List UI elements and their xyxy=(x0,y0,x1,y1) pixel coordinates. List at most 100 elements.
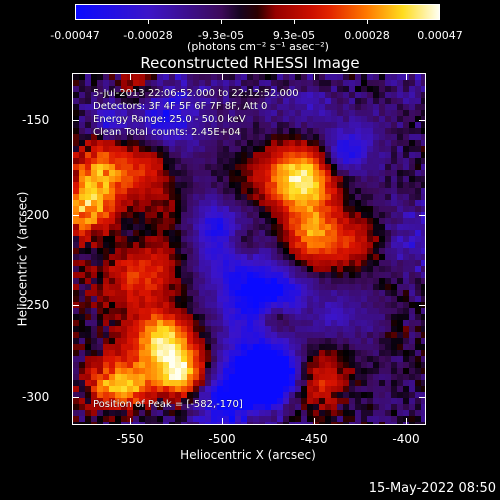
image-pixel xyxy=(205,170,211,176)
image-pixel xyxy=(181,164,187,170)
image-pixel xyxy=(217,404,223,410)
image-pixel xyxy=(139,200,145,206)
image-pixel xyxy=(403,302,409,308)
image-pixel xyxy=(373,338,379,344)
image-pixel xyxy=(301,386,307,392)
image-pixel xyxy=(229,362,235,368)
image-pixel xyxy=(403,338,409,344)
image-pixel xyxy=(331,290,337,296)
image-pixel xyxy=(337,332,343,338)
image-pixel xyxy=(319,140,325,146)
image-pixel xyxy=(79,290,85,296)
image-pixel xyxy=(397,200,403,206)
image-pixel xyxy=(73,278,79,284)
image-pixel xyxy=(373,80,379,86)
image-pixel xyxy=(379,404,385,410)
image-pixel xyxy=(259,188,265,194)
image-pixel xyxy=(247,164,253,170)
image-pixel xyxy=(313,98,319,104)
image-pixel xyxy=(235,140,241,146)
image-pixel xyxy=(223,170,229,176)
image-pixel xyxy=(325,212,331,218)
image-pixel xyxy=(373,296,379,302)
image-pixel xyxy=(349,128,355,134)
image-pixel xyxy=(415,218,421,224)
image-pixel xyxy=(157,404,163,410)
image-pixel xyxy=(205,134,211,140)
image-pixel xyxy=(133,398,139,404)
image-pixel xyxy=(103,260,109,266)
image-pixel xyxy=(415,188,421,194)
image-pixel xyxy=(139,116,145,122)
image-pixel xyxy=(103,326,109,332)
image-pixel xyxy=(373,110,379,116)
image-pixel xyxy=(181,128,187,134)
image-pixel xyxy=(229,128,235,134)
image-pixel xyxy=(331,266,337,272)
image-pixel xyxy=(85,302,91,308)
image-pixel xyxy=(235,404,241,410)
image-pixel xyxy=(331,386,337,392)
image-pixel xyxy=(187,74,193,80)
image-pixel xyxy=(361,368,367,374)
image-pixel xyxy=(241,74,247,80)
image-pixel xyxy=(391,314,397,320)
image-pixel xyxy=(109,92,115,98)
image-pixel xyxy=(277,398,283,404)
image-pixel xyxy=(247,188,253,194)
image-pixel xyxy=(277,206,283,212)
image-pixel xyxy=(175,356,181,362)
image-pixel xyxy=(139,248,145,254)
image-pixel xyxy=(343,140,349,146)
image-pixel xyxy=(139,356,145,362)
image-pixel xyxy=(187,152,193,158)
image-pixel xyxy=(319,260,325,266)
image-pixel xyxy=(169,218,175,224)
image-pixel xyxy=(403,236,409,242)
image-pixel xyxy=(217,302,223,308)
image-pixel xyxy=(337,416,343,422)
image-pixel xyxy=(181,254,187,260)
image-pixel xyxy=(343,362,349,368)
image-pixel xyxy=(79,416,85,422)
image-pixel xyxy=(277,302,283,308)
image-pixel xyxy=(343,338,349,344)
image-pixel xyxy=(79,200,85,206)
image-pixel xyxy=(79,308,85,314)
image-pixel xyxy=(283,218,289,224)
image-pixel xyxy=(403,200,409,206)
image-pixel xyxy=(217,242,223,248)
image-pixel xyxy=(331,86,337,92)
image-pixel xyxy=(163,188,169,194)
image-pixel xyxy=(253,212,259,218)
image-pixel xyxy=(145,350,151,356)
image-pixel xyxy=(391,386,397,392)
image-pixel xyxy=(409,284,415,290)
image-pixel xyxy=(199,206,205,212)
image-pixel xyxy=(253,104,259,110)
image-pixel xyxy=(139,98,145,104)
image-pixel xyxy=(355,146,361,152)
image-pixel xyxy=(97,332,103,338)
image-pixel xyxy=(247,338,253,344)
image-pixel xyxy=(313,374,319,380)
image-pixel xyxy=(181,236,187,242)
image-pixel xyxy=(421,134,425,140)
image-pixel xyxy=(361,74,367,80)
image-pixel xyxy=(175,170,181,176)
image-pixel xyxy=(277,212,283,218)
image-pixel xyxy=(97,326,103,332)
image-pixel xyxy=(211,176,217,182)
image-pixel xyxy=(295,224,301,230)
image-pixel xyxy=(397,74,403,80)
image-pixel xyxy=(367,146,373,152)
image-pixel xyxy=(325,254,331,260)
image-pixel xyxy=(79,302,85,308)
image-pixel xyxy=(313,122,319,128)
image-pixel xyxy=(235,152,241,158)
image-pixel xyxy=(127,236,133,242)
image-pixel xyxy=(379,74,385,80)
image-pixel xyxy=(391,188,397,194)
image-pixel xyxy=(163,152,169,158)
image-pixel xyxy=(223,416,229,422)
